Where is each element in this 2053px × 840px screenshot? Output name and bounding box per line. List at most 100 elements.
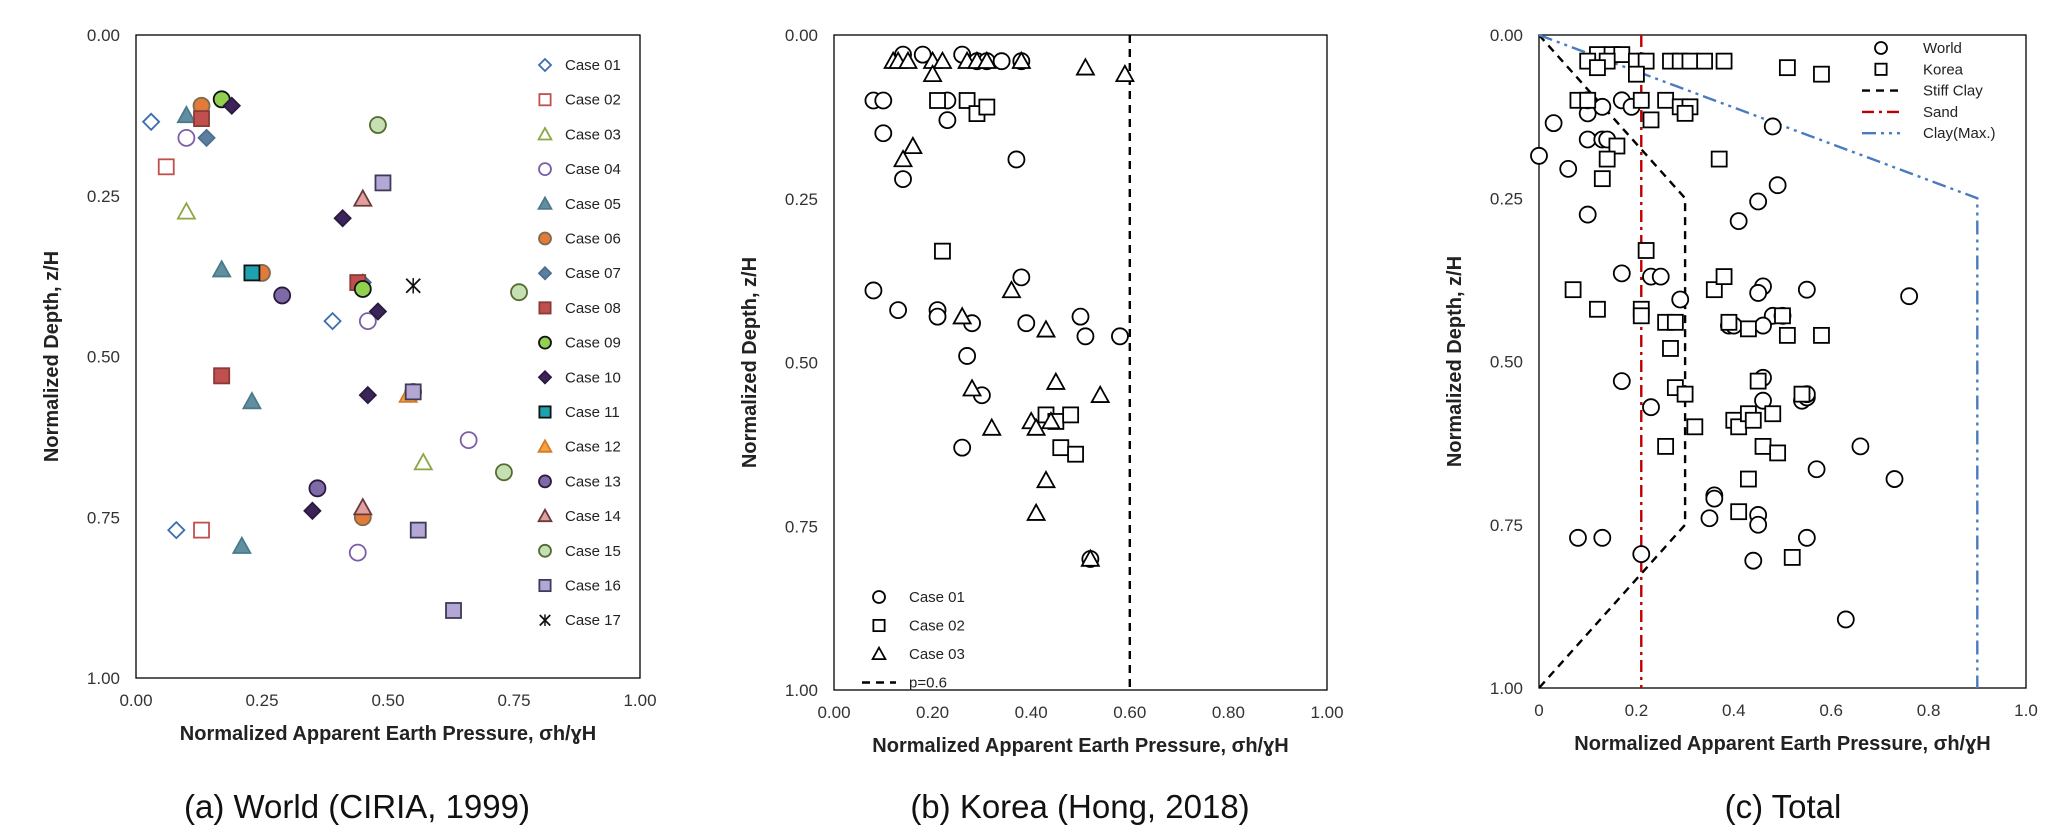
x-tick-label: 0.6: [1819, 701, 1843, 720]
data-point-case-01: [874, 124, 893, 143]
data-point-case-01: [1111, 327, 1129, 346]
data-point-world: [1836, 610, 1855, 629]
legend-marker-symbol: [1874, 41, 1888, 55]
data-point-world: [1578, 130, 1597, 149]
data-point-case-03: [1075, 57, 1096, 76]
data-point-korea: [1598, 150, 1616, 168]
legend-label: Korea: [1923, 61, 1964, 78]
legend-item-case-10: Case 10: [537, 369, 621, 386]
legend-label: Clay(Max.): [1923, 125, 1996, 142]
legend-marker-symbol: [537, 507, 553, 523]
legend-marker-symbol: [537, 438, 553, 453]
data-point-korea: [1637, 52, 1655, 70]
legend-item-stiff-clay: Stiff Clay: [1862, 83, 1983, 100]
panel-caption: (a) World (CIRIA, 1999): [184, 788, 530, 825]
data-point-world: [1763, 117, 1782, 136]
data-point-case-10: [303, 501, 322, 521]
y-tick-label: 0.00: [87, 26, 120, 45]
data-point-world: [1754, 316, 1772, 335]
legend-marker-symbol: [538, 162, 552, 177]
data-point-world: [1797, 528, 1816, 547]
data-point-case-01: [992, 52, 1011, 71]
x-tick-label: 0.00: [817, 703, 850, 722]
legend-item-case-09: Case 09: [538, 335, 621, 352]
data-point-case-01: [167, 520, 186, 540]
data-point-case-02: [978, 98, 996, 116]
legend-label: Case 06: [565, 231, 621, 248]
panel-a-world: 0.00 0.25 0.50 0.75 1.00 0.00 0.25 0.50 0.75 1.00…: [41, 26, 657, 825]
data-point-korea: [1632, 307, 1650, 325]
data-point-world: [1593, 528, 1612, 547]
data-point-case-01: [1012, 268, 1031, 287]
legend-label: Case 14: [565, 508, 621, 525]
data-point-korea: [1657, 437, 1675, 455]
data-point-korea: [1769, 444, 1787, 462]
legend-marker-symbol: [538, 93, 552, 107]
series-line-stiff-clay: [1538, 34, 1687, 689]
y-tick-label: 0.50: [87, 348, 120, 367]
y-tick-label: 0.25: [87, 187, 120, 206]
data-point-korea: [1589, 300, 1606, 318]
data-point-world: [1807, 460, 1826, 479]
data-point-case-02: [934, 242, 951, 260]
data-point-case-02: [157, 158, 175, 176]
data-point-case-13: [273, 286, 292, 305]
data-point-case-01: [141, 112, 161, 132]
data-point-korea: [1730, 503, 1748, 521]
legend-item-case-14: Case 14: [537, 507, 621, 525]
panel-c-total: 0 0.2 0.4 0.6 0.8 1.0 0.00 0.25 0.50 0.75 1.00 Norm…: [1444, 26, 2038, 825]
legend-marker-symbol: [538, 543, 552, 558]
data-point-korea: [1696, 52, 1713, 70]
legend-marker-symbol: [538, 578, 552, 593]
y-axis-label: Normalized Depth, z/H: [739, 257, 761, 468]
data-point-case-01: [1017, 314, 1036, 333]
data-point-korea: [1589, 59, 1606, 77]
x-tick-label: 0.8: [1917, 701, 1941, 720]
legend-item-case-11: Case 11: [538, 404, 620, 421]
legend-label: Case 15: [565, 543, 621, 560]
data-point-case-03: [176, 201, 197, 220]
data-point-world: [1729, 212, 1748, 231]
data-point-case-09: [353, 280, 372, 298]
data-point-korea: [1754, 437, 1772, 455]
x-tick-label: 0.60: [1113, 703, 1146, 722]
data-point-case-03: [962, 378, 983, 397]
data-point-world: [1671, 290, 1690, 309]
data-point-case-03: [952, 306, 973, 325]
data-point-case-03: [981, 417, 1002, 436]
data-point-korea: [1632, 91, 1650, 109]
data-point-case-17: [405, 278, 421, 294]
data-point-case-03: [932, 50, 953, 69]
data-point-world: [1569, 528, 1587, 547]
legend-item-case-03: Case 03: [871, 645, 965, 663]
legend-item-case-15: Case 15: [538, 543, 621, 560]
x-axis-label: Normalized Apparent Earth Pressure, σh/ɣ…: [1574, 733, 1990, 755]
legend: World Korea Stiff Clay Sand Clay(Max.): [1862, 40, 1996, 142]
legend-marker-symbol: [872, 590, 886, 604]
data-point-world: [1593, 97, 1612, 116]
x-tick-label: 0.50: [371, 691, 404, 710]
data-point-korea: [1705, 281, 1723, 299]
data-point-case-02: [1067, 445, 1084, 463]
data-point-korea: [1666, 313, 1684, 331]
data-point-case-05: [241, 391, 262, 410]
data-point-world: [1612, 372, 1631, 390]
data-point-korea: [1710, 150, 1728, 168]
y-tick-label: 0.25: [785, 190, 818, 209]
y-axis-label: Normalized Depth, z/H: [41, 251, 63, 462]
legend: Case 01 Case 02 Case 03 p=0.6: [862, 589, 965, 692]
data-point-korea: [1793, 385, 1811, 403]
data-point-case-01: [874, 91, 893, 110]
x-tick-label: 1.00: [1310, 703, 1343, 722]
legend-label: Case 12: [565, 439, 621, 456]
data-point-case-10: [222, 96, 242, 116]
data-point-case-03: [902, 135, 923, 155]
data-point-korea: [1774, 307, 1791, 325]
data-point-korea: [1715, 52, 1733, 70]
data-point-world: [1651, 267, 1670, 286]
legend-label: p=0.6: [909, 675, 947, 692]
panel-b-korea: 0.00 0.20 0.40 0.60 0.80 1.00 0.00 0.25 0.50 0.75…: [739, 26, 1344, 825]
data-point-case-01: [323, 311, 342, 331]
data-point-case-03: [976, 50, 997, 69]
legend-label: Stiff Clay: [1923, 83, 1983, 100]
